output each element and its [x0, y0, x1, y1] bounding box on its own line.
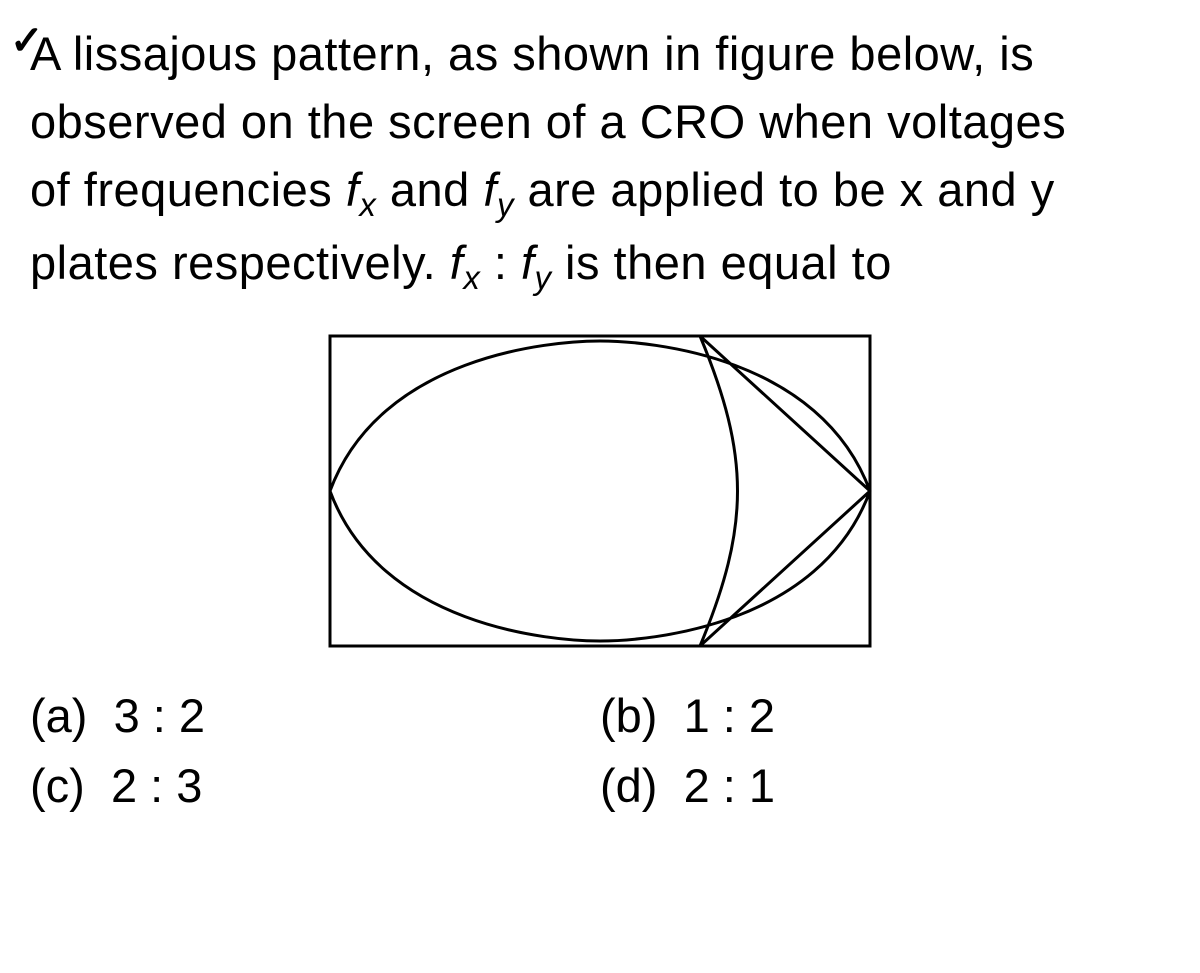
- option-c-label: (c): [30, 759, 85, 812]
- option-c-value: 2 : 3: [111, 759, 202, 812]
- lissajous-path: [330, 336, 870, 646]
- q-line4-post: is then equal to: [551, 236, 891, 289]
- lissajous-figure: [30, 326, 1170, 661]
- option-d[interactable]: (d) 2 : 1: [600, 751, 1170, 821]
- question-text: A lissajous pattern, as shown in figure …: [30, 20, 1170, 301]
- option-b[interactable]: (b) 1 : 2: [600, 681, 1170, 751]
- q-line3-mid: and: [376, 163, 483, 216]
- q-line3-post: are applied to be x and y: [514, 163, 1055, 216]
- q-line1: A lissajous pattern, as shown in figure …: [30, 27, 1034, 80]
- option-a[interactable]: (a) 3 : 2: [30, 681, 600, 751]
- option-c[interactable]: (c) 2 : 3: [30, 751, 600, 821]
- q-line2: observed on the screen of a CRO when vol…: [30, 95, 1066, 148]
- lissajous-svg: [320, 326, 880, 656]
- var-fx: fx: [346, 163, 377, 216]
- option-d-value: 2 : 1: [684, 759, 775, 812]
- q-line4-pre: plates respectively.: [30, 236, 450, 289]
- var-fx2: fx: [450, 236, 481, 289]
- option-a-value: 3 : 2: [114, 689, 205, 742]
- figure-box: [330, 336, 870, 646]
- checkmark-icon: ✓: [10, 18, 44, 64]
- option-b-value: 1 : 2: [684, 689, 775, 742]
- option-d-label: (d): [600, 759, 657, 812]
- option-a-label: (a): [30, 689, 87, 742]
- var-fy: fy: [483, 163, 514, 216]
- q-line4-mid: :: [480, 236, 521, 289]
- option-b-label: (b): [600, 689, 657, 742]
- q-line3-pre: of frequencies: [30, 163, 346, 216]
- var-fy2: fy: [521, 236, 552, 289]
- question-page: A lissajous pattern, as shown in figure …: [0, 0, 1200, 841]
- options-grid: (a) 3 : 2 (b) 1 : 2 (c) 2 : 3 (d) 2 : 1: [30, 681, 1170, 821]
